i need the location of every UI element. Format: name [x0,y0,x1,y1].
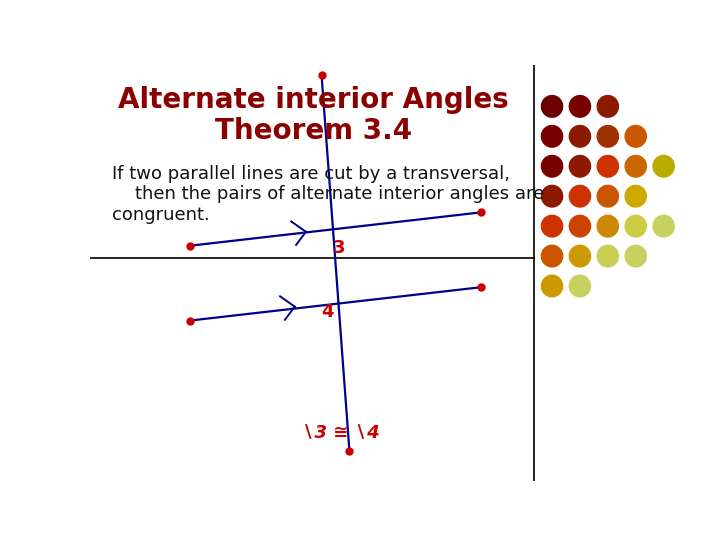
Ellipse shape [541,275,562,297]
Ellipse shape [625,125,647,147]
Ellipse shape [541,125,562,147]
Ellipse shape [570,125,590,147]
Ellipse shape [541,96,562,117]
Ellipse shape [625,215,647,237]
Ellipse shape [625,185,647,207]
Text: If two parallel lines are cut by a transversal,
    then the pairs of alternate : If two parallel lines are cut by a trans… [112,165,544,224]
Ellipse shape [541,215,562,237]
Text: Theorem 3.4: Theorem 3.4 [215,117,412,145]
Ellipse shape [597,245,618,267]
Ellipse shape [597,156,618,177]
Ellipse shape [570,275,590,297]
Ellipse shape [653,215,674,237]
Text: 4: 4 [322,303,334,321]
Ellipse shape [570,185,590,207]
Ellipse shape [541,185,562,207]
Ellipse shape [597,215,618,237]
Text: 3: 3 [333,239,345,256]
Ellipse shape [541,245,562,267]
Ellipse shape [570,96,590,117]
Ellipse shape [570,245,590,267]
Ellipse shape [541,156,562,177]
Ellipse shape [625,245,647,267]
Ellipse shape [570,156,590,177]
Text: ∖3 ≅ ∖4: ∖3 ≅ ∖4 [302,424,379,442]
Text: Alternate interior Angles: Alternate interior Angles [118,86,508,114]
Ellipse shape [597,125,618,147]
Ellipse shape [570,215,590,237]
Ellipse shape [625,156,647,177]
Ellipse shape [597,96,618,117]
Ellipse shape [597,185,618,207]
Ellipse shape [653,156,674,177]
